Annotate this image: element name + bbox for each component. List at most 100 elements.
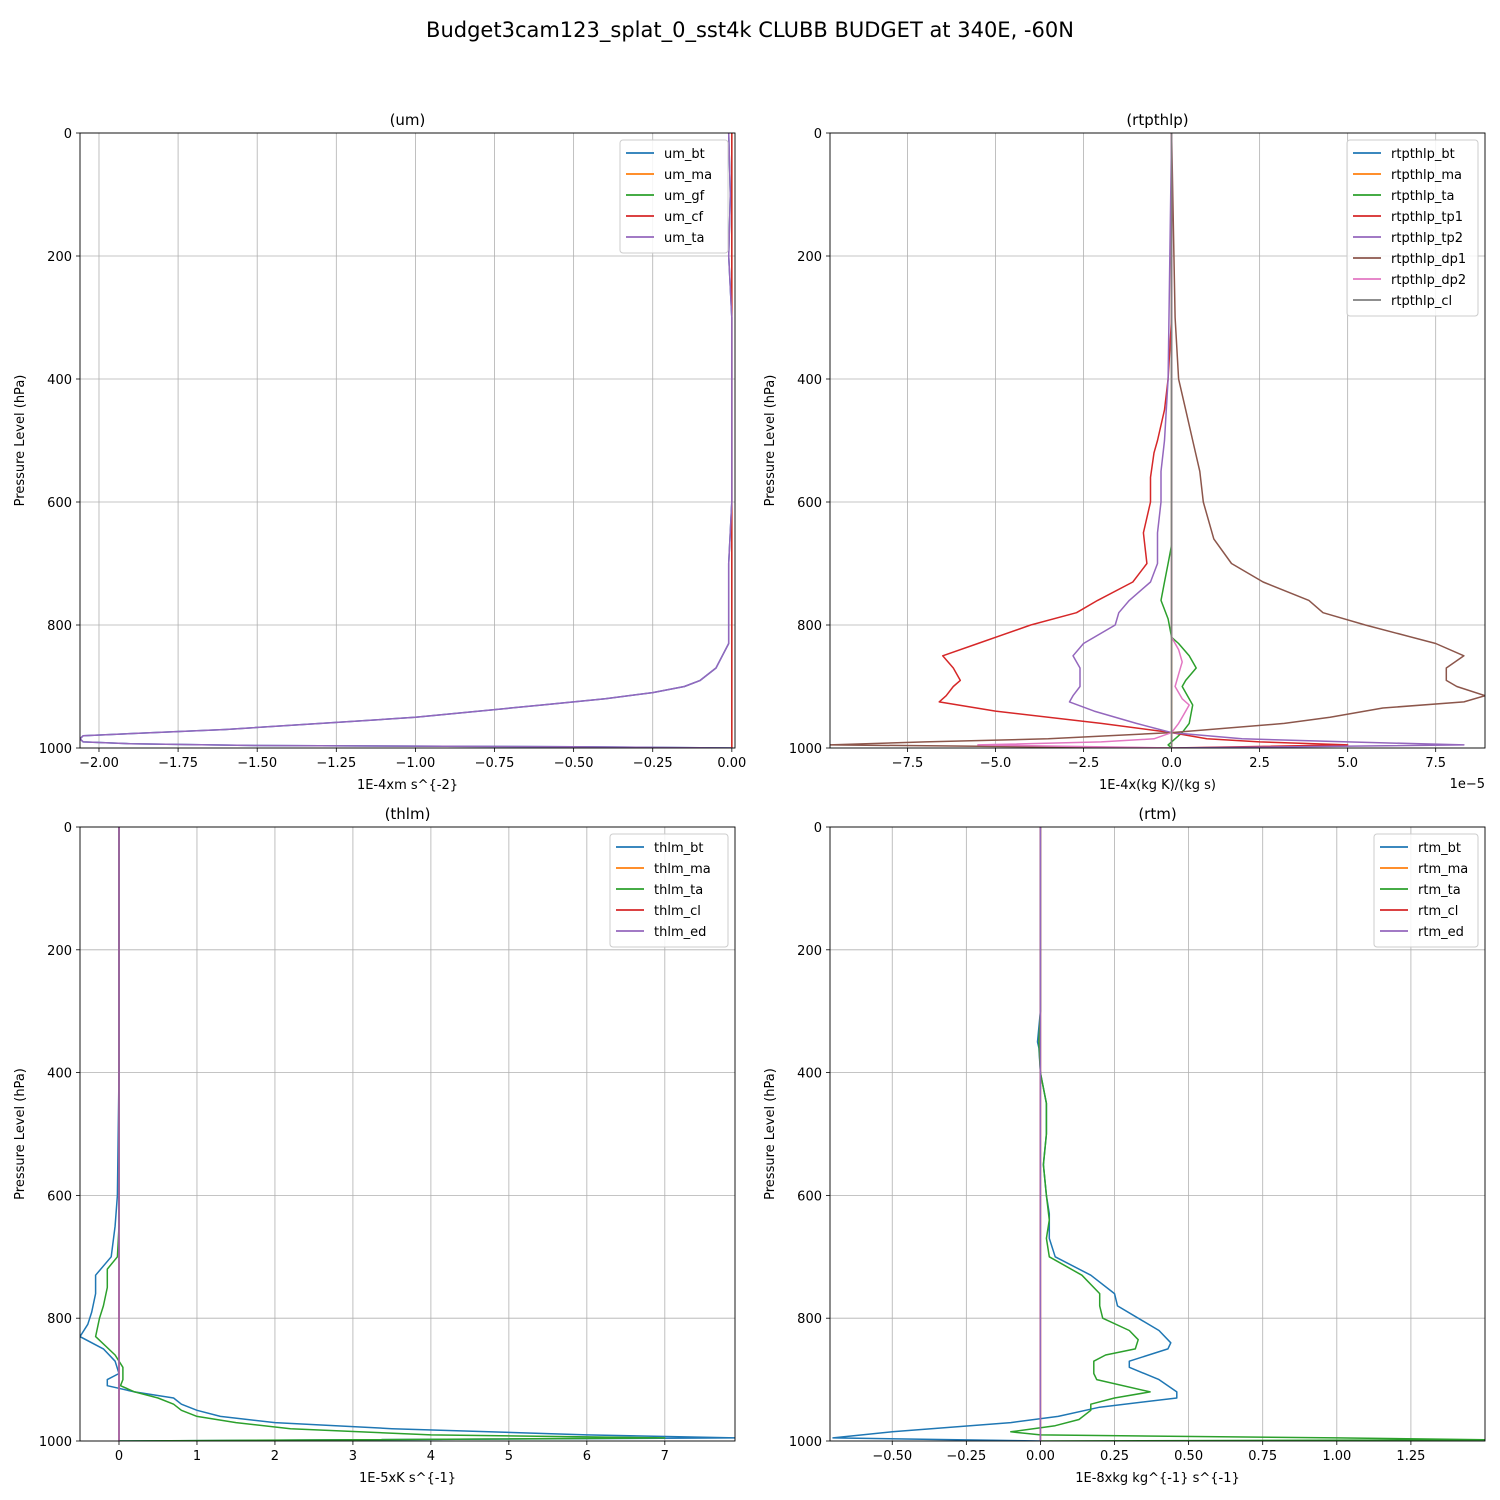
x-tick-label: 5.0	[1337, 756, 1358, 771]
panel-0: −2.00 −1.75 −1.50 −1.25 −1.00 −0.75 −0.50 −0.25…	[13, 111, 746, 793]
legend-label-rtm_cl: rtm_cl	[1418, 904, 1458, 919]
y-axis-label: Pressure Level (hPa)	[13, 375, 28, 507]
panel-title: (thlm)	[385, 805, 431, 823]
y-tick-label: 200	[47, 250, 72, 265]
x-tick-label: 0	[115, 1449, 123, 1464]
legend-label-rtpthlp_dp1: rtpthlp_dp1	[1391, 252, 1466, 267]
y-tick-label: 400	[47, 373, 72, 388]
y-tick-label: 400	[797, 373, 822, 388]
x-tick-label: 0.25	[1100, 1449, 1129, 1464]
panel-title: (rtm)	[1138, 805, 1176, 823]
y-tick-label: 400	[797, 1067, 822, 1082]
series-line-thlm_bt	[80, 827, 735, 1441]
y-tick-label: 800	[47, 1312, 72, 1327]
y-tick-label: 800	[47, 619, 72, 634]
x-tick-label: 0.0	[1161, 756, 1182, 771]
series-group	[832, 827, 1485, 1441]
y-tick-label: 600	[797, 1189, 822, 1204]
legend-label-um_ta: um_ta	[664, 231, 704, 246]
grid	[80, 132, 735, 749]
panel-3: −0.50 −0.25 0.00 0.25 0.50 0.75 1.00 1.25 0 200 40…	[763, 805, 1486, 1486]
legend-label-thlm_ed: thlm_ed	[654, 925, 706, 940]
y-tick-label: 0	[64, 821, 72, 836]
legend-label-rtm_ta: rtm_ta	[1418, 883, 1461, 898]
legend-label-um_gf: um_gf	[664, 189, 705, 204]
series-line-rtm_ta	[1010, 827, 1485, 1441]
legend-box	[609, 833, 729, 948]
legend-label-thlm_cl: thlm_cl	[654, 904, 701, 919]
panel-1: −7.5 −5.0 −2.5 0.0 2.5 5.0 7.5 0 200 400 600 800 100…	[763, 111, 1486, 793]
x-tick-label: 2.5	[1249, 756, 1270, 771]
legend-box	[619, 139, 729, 254]
y-tick-label: 1000	[789, 1435, 822, 1450]
y-tick-label: 1000	[789, 742, 822, 757]
x-tick-label: 1.25	[1396, 1449, 1425, 1464]
series-line-rtpthlp_dp1	[830, 133, 1485, 748]
x-tick-label: −0.25	[633, 756, 673, 771]
x-tick-label: −2.5	[1068, 756, 1100, 771]
y-tick-label: 600	[47, 496, 72, 511]
x-tick-label: 7.5	[1425, 756, 1446, 771]
y-axis-label: Pressure Level (hPa)	[763, 375, 778, 507]
x-tick-label: −0.50	[872, 1449, 912, 1464]
x-tick-label: −1.75	[158, 756, 198, 771]
y-tick-label: 0	[814, 127, 822, 142]
legend: rtm_bt rtm_ma rtm_ta rtm_cl rtm_ed	[1373, 833, 1479, 948]
legend-label-rtpthlp_tp2: rtpthlp_tp2	[1391, 231, 1463, 246]
axes-frame	[829, 826, 1486, 1442]
y-tick-label: 0	[814, 821, 822, 836]
axes-frame	[79, 826, 736, 1442]
offset-text: 1e−5	[1450, 777, 1485, 792]
x-tick-label: 0.75	[1248, 1449, 1277, 1464]
panel-title: (um)	[390, 111, 426, 129]
x-axis-label: 1E-4x(kg K)/(kg s)	[1099, 778, 1216, 793]
y-tick-label: 600	[797, 496, 822, 511]
x-tick-label: −7.5	[892, 756, 924, 771]
x-tick-label: 2	[271, 1449, 279, 1464]
y-tick-label: 200	[47, 944, 72, 959]
x-tick-label: 7	[661, 1449, 669, 1464]
legend: thlm_bt thlm_ma thlm_ta thlm_cl thlm_ed	[609, 833, 729, 948]
legend-label-thlm_ma: thlm_ma	[654, 862, 711, 877]
y-tick-label: 200	[797, 250, 822, 265]
y-tick-label: 1000	[39, 742, 72, 757]
y-axis-label: Pressure Level (hPa)	[763, 1068, 778, 1200]
legend-label-um_cf: um_cf	[664, 210, 704, 225]
x-axis-label: 1E-4xm s^{-2}	[357, 778, 458, 793]
legend-label-rtm_ma: rtm_ma	[1418, 862, 1468, 877]
x-tick-label: −0.25	[946, 1449, 986, 1464]
legend-label-rtm_ed: rtm_ed	[1418, 925, 1464, 940]
x-tick-label: −0.75	[475, 756, 515, 771]
y-tick-label: 1000	[39, 1435, 72, 1450]
y-tick-label: 0	[64, 127, 72, 142]
legend: um_bt um_ma um_gf um_cf um_ta	[619, 139, 729, 254]
x-tick-label: 0.00	[1026, 1449, 1055, 1464]
legend-label-rtpthlp_dp2: rtpthlp_dp2	[1391, 273, 1466, 288]
panel-2: 0 1 2 3 4 5 6 7 0 200 400 600 800 1000 1E-5xK s^{-1} Pr…	[13, 805, 736, 1486]
x-tick-label: 4	[427, 1449, 435, 1464]
axes-frame	[79, 132, 736, 749]
x-tick-label: 0.50	[1174, 1449, 1203, 1464]
legend-label-rtpthlp_ma: rtpthlp_ma	[1391, 168, 1462, 183]
x-tick-label: 6	[583, 1449, 591, 1464]
series-group	[80, 133, 733, 748]
x-tick-label: −1.25	[316, 756, 356, 771]
legend-label-um_bt: um_bt	[664, 147, 705, 162]
legend-label-rtpthlp_bt: rtpthlp_bt	[1391, 147, 1455, 162]
x-tick-label: −2.00	[79, 756, 119, 771]
x-tick-label: −1.00	[395, 756, 435, 771]
x-tick-label: 3	[349, 1449, 357, 1464]
y-tick-label: 600	[47, 1189, 72, 1204]
panel-title: (rtpthlp)	[1126, 111, 1188, 129]
legend-box	[1373, 833, 1479, 948]
legend-label-um_ma: um_ma	[664, 168, 712, 183]
y-tick-label: 200	[797, 944, 822, 959]
panels: −2.00 −1.75 −1.50 −1.25 −1.00 −0.75 −0.50 −0.25…	[13, 111, 1486, 1486]
legend-box	[1346, 139, 1479, 317]
axes-frame	[829, 132, 1486, 749]
x-tick-label: −0.50	[554, 756, 594, 771]
legend: rtpthlp_bt rtpthlp_ma rtpthlp_ta rtpthlp_tp…	[1346, 139, 1479, 317]
series-group	[80, 827, 735, 1441]
x-tick-label: −1.50	[237, 756, 277, 771]
